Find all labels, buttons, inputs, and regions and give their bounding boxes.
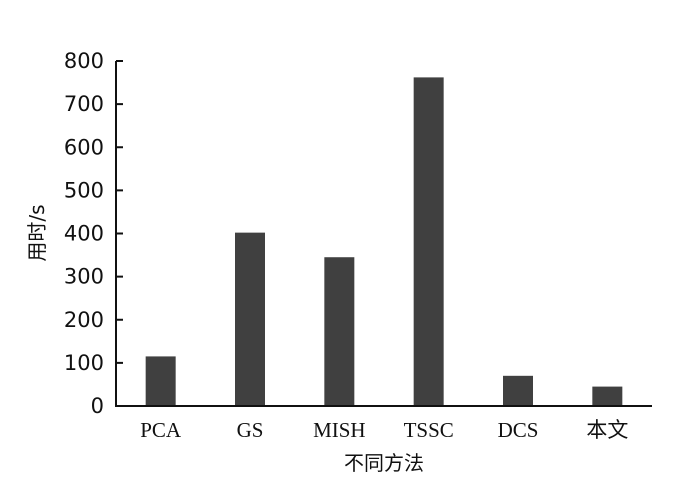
y-tick-label: 500 bbox=[64, 178, 104, 202]
x-tick-label: GS bbox=[237, 418, 264, 442]
x-tick-label: TSSC bbox=[404, 418, 454, 442]
x-axis-title: 不同方法 bbox=[344, 451, 424, 475]
bar-5 bbox=[592, 386, 623, 406]
x-tick-label: DCS bbox=[498, 418, 539, 442]
x-tick-label: MISH bbox=[313, 418, 366, 442]
y-tick-label: 400 bbox=[64, 222, 104, 246]
y-tick-label: 100 bbox=[64, 351, 104, 375]
bars-group bbox=[145, 77, 623, 406]
bar-0 bbox=[145, 356, 176, 406]
y-tick-label: 600 bbox=[64, 135, 104, 159]
x-labels-group: PCA GS MISH TSSC DCS 本文 bbox=[140, 418, 628, 442]
y-axis-title: 用时/s bbox=[25, 204, 49, 261]
x-tick-label: PCA bbox=[140, 418, 182, 442]
y-tick-label: 700 bbox=[64, 92, 104, 116]
y-tick-label: 200 bbox=[64, 308, 104, 332]
bar-1 bbox=[235, 232, 265, 406]
bar-3 bbox=[413, 77, 444, 406]
bar-2 bbox=[324, 257, 355, 406]
bar-4 bbox=[503, 375, 533, 406]
y-ticks-group: 0 100 200 300 400 500 600 700 800 bbox=[64, 49, 123, 418]
x-tick-label: 本文 bbox=[586, 418, 628, 442]
y-tick-label: 800 bbox=[64, 49, 104, 73]
y-tick-label: 300 bbox=[64, 265, 104, 289]
y-tick-label: 0 bbox=[91, 394, 104, 418]
